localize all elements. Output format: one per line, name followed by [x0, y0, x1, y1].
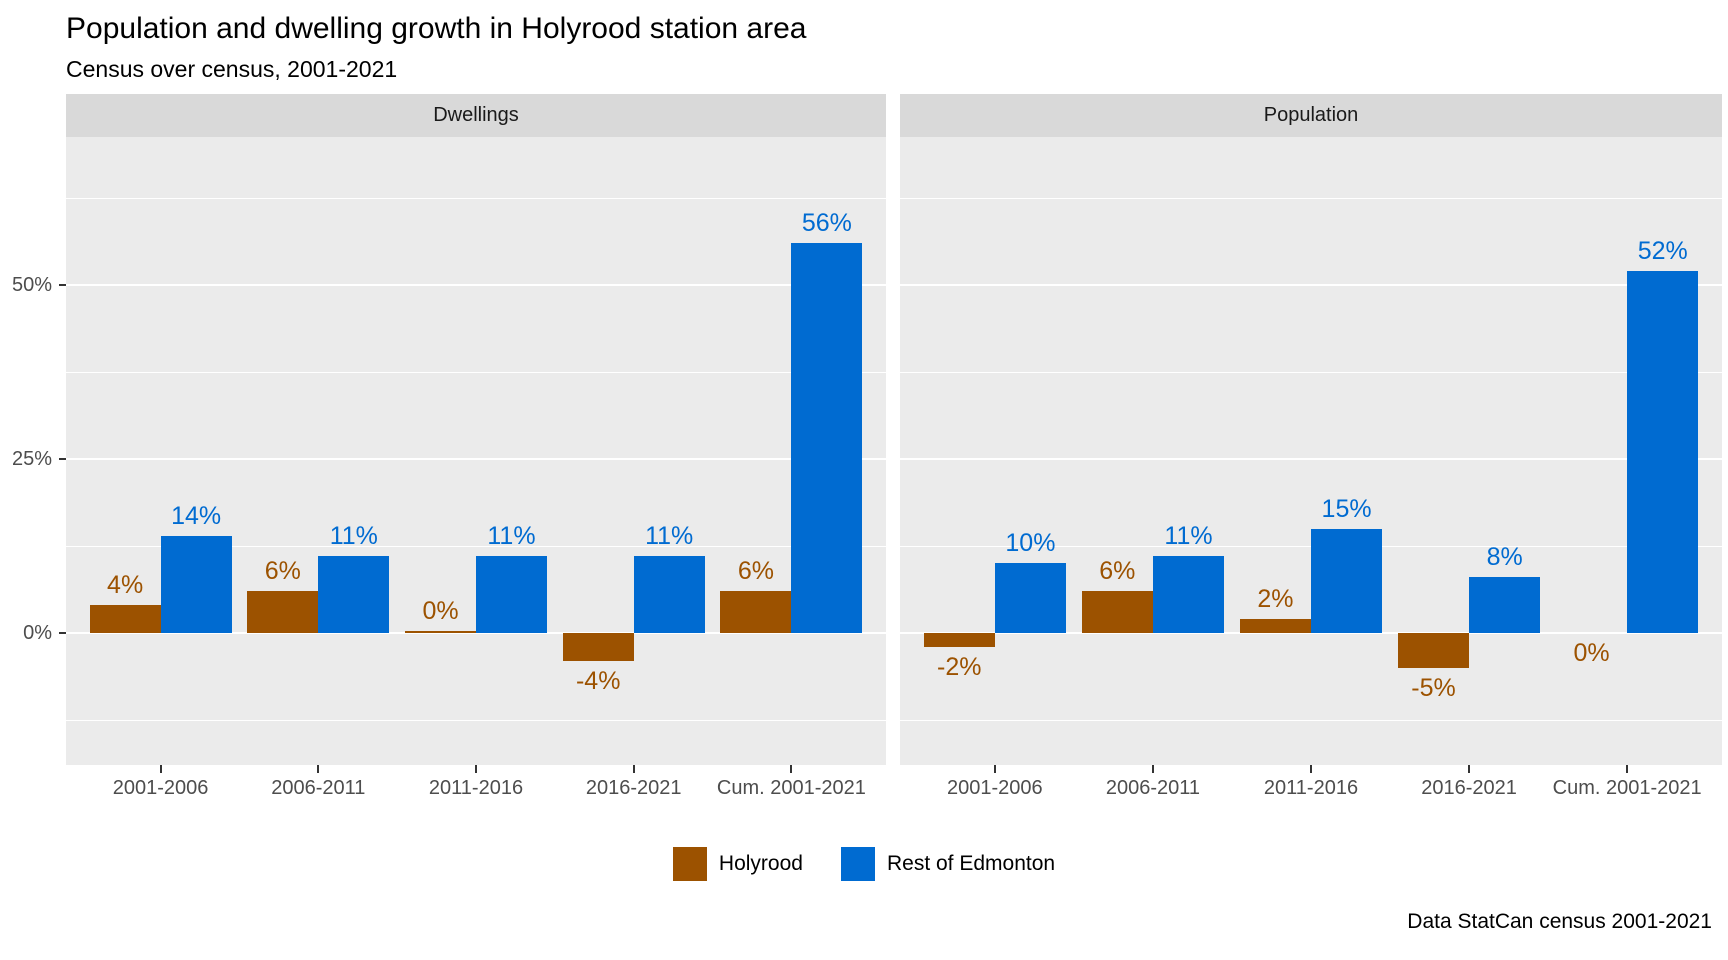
legend-swatch-rest-of-edmonton [840, 847, 875, 881]
major-gridline [900, 458, 1722, 460]
facet-strip-population: Population [900, 94, 1722, 137]
x-tick [159, 765, 162, 773]
bar-holyrood [247, 591, 319, 633]
bar-value-label: -5% [1411, 673, 1456, 702]
minor-gridline [66, 372, 886, 373]
legend-label: Holyrood [718, 852, 803, 875]
y-tick-mark [59, 458, 66, 460]
x-tick [632, 765, 635, 773]
bar-value-label: 8% [1486, 543, 1523, 572]
chart-subtitle: Census over census, 2001-2021 [66, 56, 398, 82]
legend-item-rest-of-edmonton: Rest of Edmonton [840, 847, 1056, 881]
bar-rest-of-edmonton [1627, 271, 1699, 633]
chart-caption: Data StatCan census 2001-2021 [1407, 910, 1712, 933]
y-tick-mark [59, 632, 66, 634]
major-gridline [66, 458, 886, 460]
bar-holyrood [923, 633, 995, 647]
bar-value-label: 14% [171, 501, 222, 530]
major-gridline [900, 284, 1722, 286]
bar-value-label: -4% [575, 666, 621, 695]
bar-value-label: 11% [1164, 522, 1213, 551]
x-tick [993, 765, 996, 773]
y-tick-label: 25% [11, 448, 52, 470]
bar-rest-of-edmonton [791, 243, 863, 633]
bar-value-label: 15% [1321, 494, 1372, 523]
panel-dwellings: 4% 14% 2001-2006 6% 11% 2006-2011 0% 11% 2011-20… [66, 137, 886, 799]
x-tick-label: 2016-2021 [1421, 777, 1517, 799]
minor-gridline [900, 198, 1722, 199]
major-gridline [66, 284, 886, 286]
x-tick-label: 2016-2021 [585, 777, 682, 799]
facet-strip-label: Population [1263, 104, 1359, 126]
minor-gridline [66, 546, 886, 547]
minor-gridline [900, 372, 1722, 373]
bar-rest-of-edmonton [1152, 556, 1225, 633]
major-gridline [900, 632, 1722, 634]
y-axis: 0% 25% 50% [0, 137, 66, 765]
x-tick [1468, 765, 1471, 773]
bar-value-label: 11% [645, 522, 694, 551]
x-tick-label: 2006-2011 [1105, 777, 1201, 799]
bar-value-label: 0% [422, 597, 459, 625]
x-tick [1310, 765, 1312, 773]
minor-gridline [66, 198, 886, 199]
bar-value-label: 11% [329, 522, 378, 551]
bar-rest-of-edmonton [1469, 577, 1541, 633]
bar-value-label: 0% [1573, 639, 1610, 667]
legend-swatch-holyrood [672, 847, 707, 881]
x-tick-label: 2011-2016 [1263, 777, 1359, 799]
bar-holyrood [1397, 633, 1470, 668]
x-tick [317, 765, 320, 773]
minor-gridline [66, 720, 886, 721]
bar-holyrood [89, 605, 161, 633]
y-tick-label: 0% [23, 622, 52, 644]
bar-value-label: 56% [801, 209, 852, 238]
x-tick-label: 2001-2006 [112, 777, 209, 799]
bar-value-label: 52% [1637, 237, 1688, 266]
bar-holyrood [562, 633, 634, 661]
x-tick [790, 765, 793, 773]
legend-item-holyrood: Holyrood [672, 847, 803, 881]
y-tick-label: 50% [11, 274, 52, 296]
minor-gridline [900, 720, 1722, 721]
chart-title: Population and dwelling growth in Holyro… [66, 12, 807, 45]
major-gridline [66, 632, 886, 634]
bar-holyrood [720, 591, 792, 633]
x-tick [1151, 765, 1154, 773]
facet-strip-dwellings: Dwellings [66, 94, 886, 137]
bar-rest-of-edmonton [476, 556, 547, 633]
x-tick-label: 2011-2016 [428, 777, 524, 799]
facet-strip-label: Dwellings [433, 104, 519, 126]
bar-value-label: 6% [264, 557, 301, 586]
bar-holyrood [405, 631, 476, 633]
y-tick-mark [59, 284, 66, 286]
bar-rest-of-edmonton [160, 535, 232, 633]
x-tick-label: Cum. 2001-2021 [716, 777, 866, 799]
bar-value-label: 4% [107, 571, 144, 600]
x-tick [1626, 765, 1629, 773]
x-tick-label: 2006-2011 [271, 777, 366, 799]
legend-label: Rest of Edmonton [886, 852, 1056, 875]
bar-value-label: 6% [1099, 557, 1136, 586]
legend: Holyrood Rest of Edmonton [34, 842, 1694, 886]
x-tick-label: 2001-2006 [947, 777, 1043, 799]
x-tick [475, 765, 477, 773]
panel-population: -2% 10% 2001-2006 6% 11% 2006-2011 2% 15% 2011-2… [900, 137, 1722, 799]
bar-value-label: 11% [487, 522, 536, 551]
bar-rest-of-edmonton [994, 563, 1066, 633]
bar-rest-of-edmonton [633, 556, 705, 633]
bar-value-label: 10% [1005, 529, 1056, 558]
bar-value-label: -2% [937, 652, 982, 681]
bar-rest-of-edmonton [1311, 528, 1383, 633]
bar-holyrood [1081, 591, 1153, 633]
x-tick-label: Cum. 2001-2021 [1552, 777, 1702, 799]
bar-value-label: 6% [737, 557, 774, 586]
bar-rest-of-edmonton [318, 556, 390, 633]
bar-value-label: 2% [1257, 585, 1294, 614]
bar-holyrood [1239, 619, 1311, 633]
